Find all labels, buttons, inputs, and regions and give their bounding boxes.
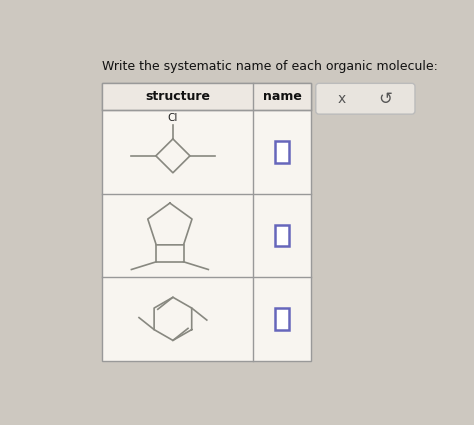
Text: Write the systematic name of each organic molecule:: Write the systematic name of each organi… — [102, 60, 438, 73]
Bar — [275, 141, 289, 163]
Bar — [275, 225, 289, 246]
FancyBboxPatch shape — [316, 83, 415, 114]
Text: name: name — [263, 91, 301, 103]
Text: Cl: Cl — [167, 113, 178, 123]
Bar — [102, 83, 311, 360]
Bar — [102, 83, 311, 110]
Text: ↺: ↺ — [378, 90, 392, 108]
Text: structure: structure — [145, 91, 210, 103]
Bar — [275, 308, 289, 330]
Text: x: x — [338, 92, 346, 106]
